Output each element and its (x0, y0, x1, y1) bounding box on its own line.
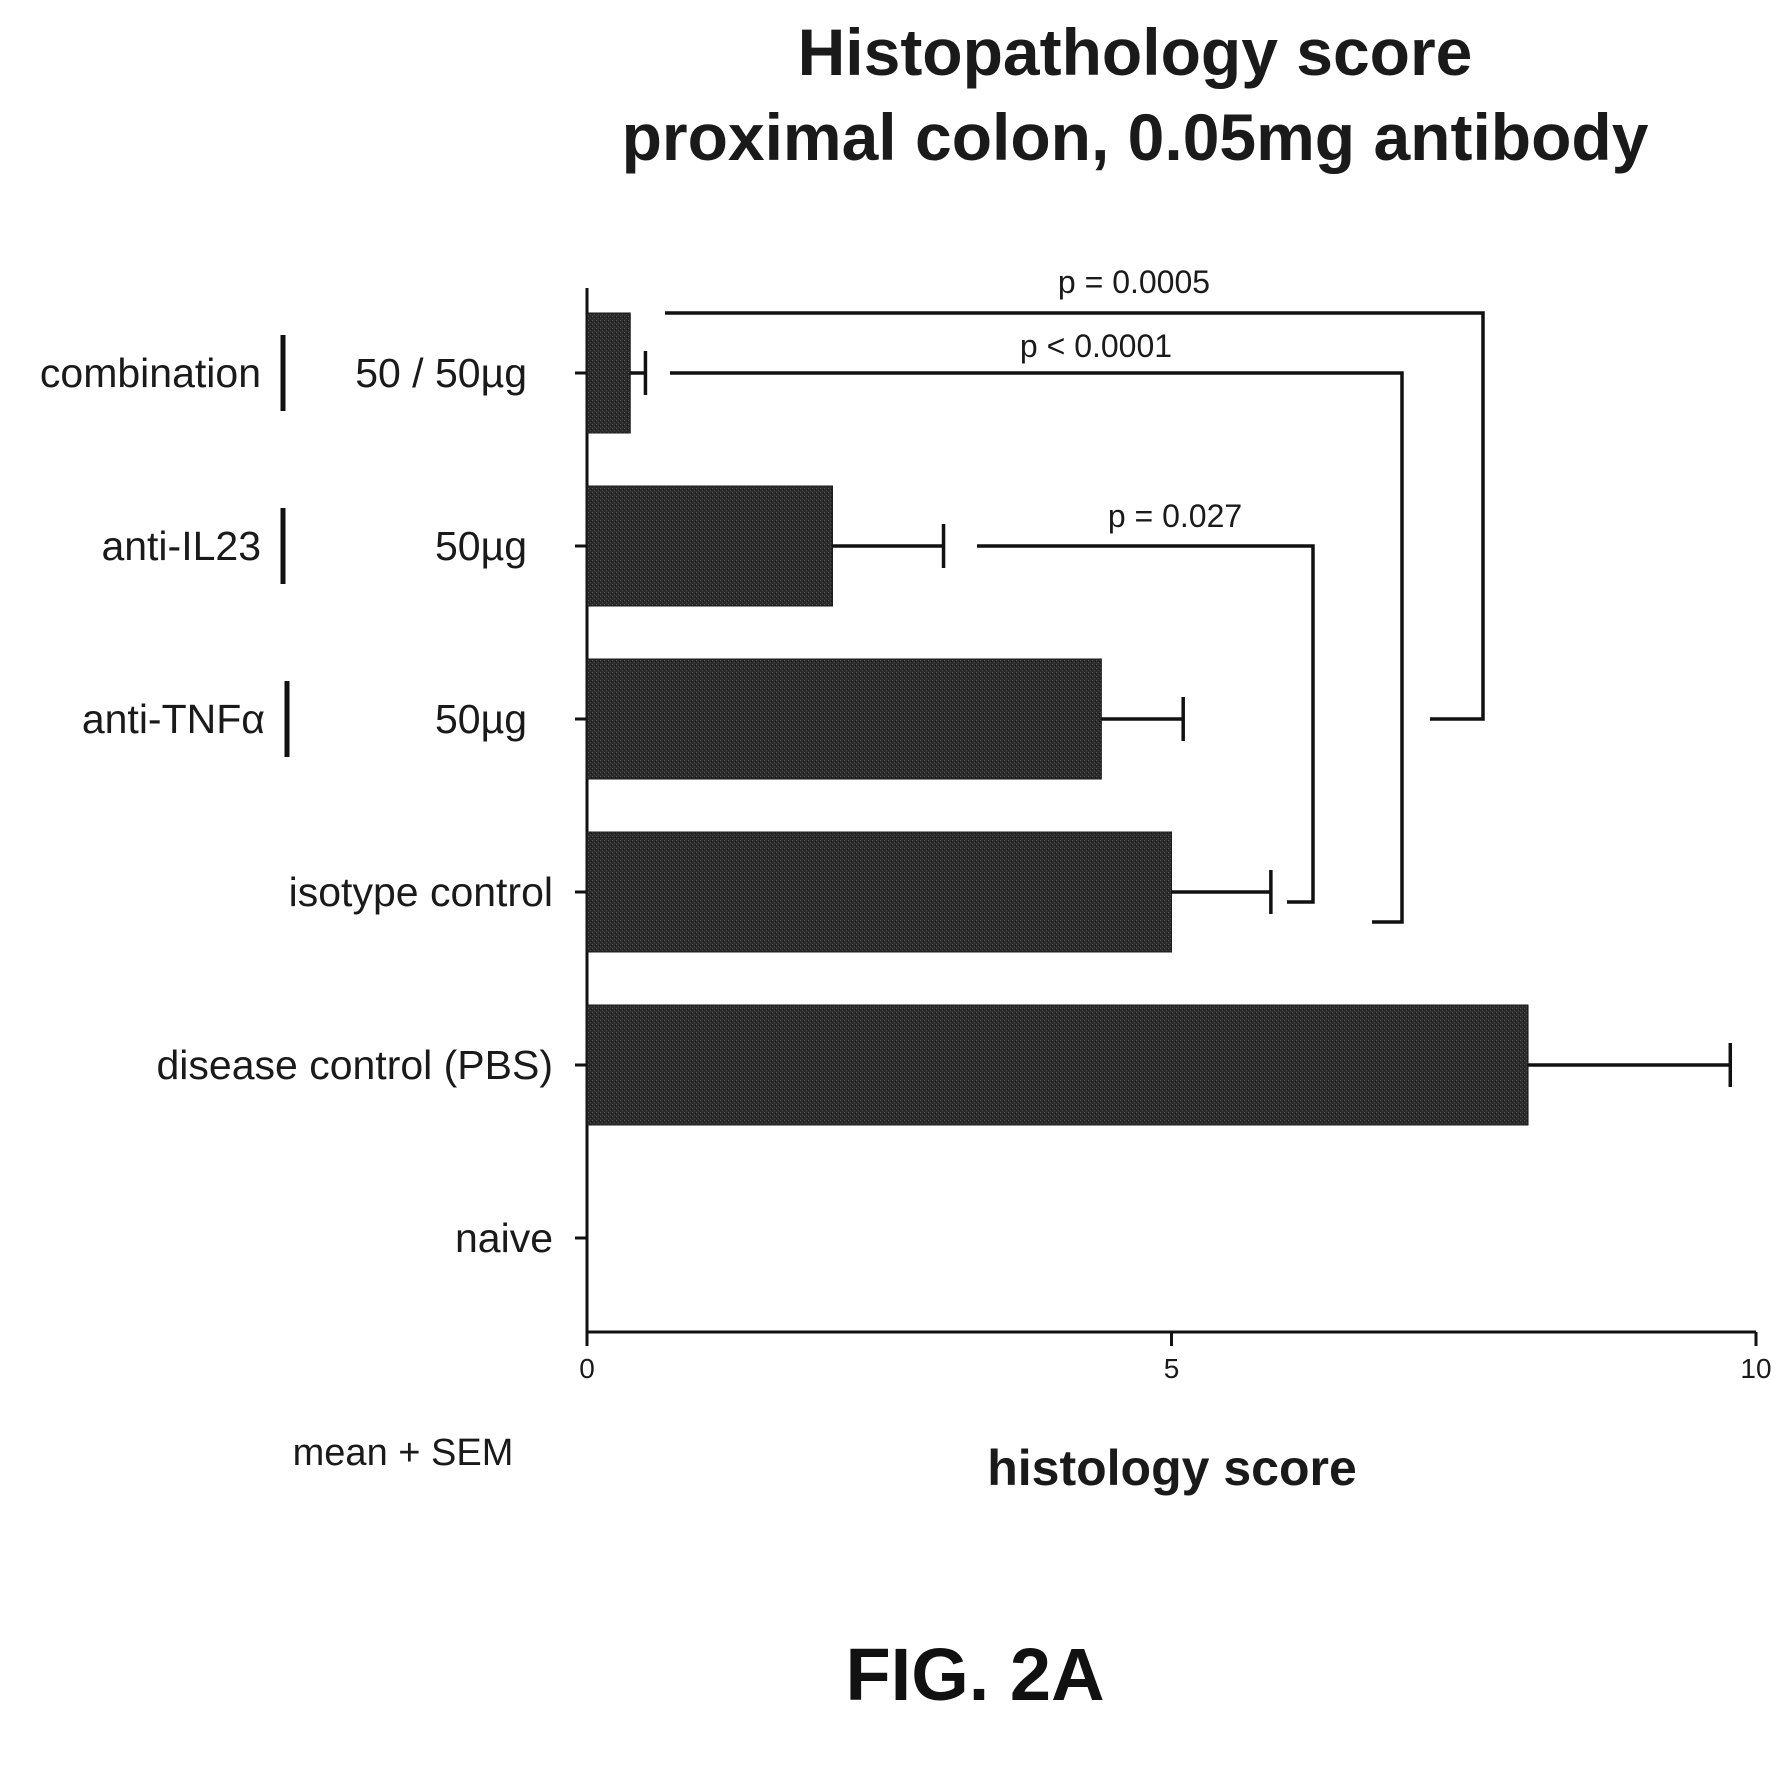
dose-label: 50 / 50µg (355, 350, 527, 396)
category-label: isotype control (289, 869, 553, 915)
category-label: disease control (PBS) (156, 1042, 553, 1088)
mean-sem-note: mean + SEM (293, 1432, 514, 1474)
figure-label: FIG. 2A (845, 1633, 1104, 1716)
p-value-label: p = 0.027 (1108, 498, 1242, 534)
bar-1 (586, 485, 833, 607)
bar-3 (586, 831, 1172, 953)
dose-label: 50µg (435, 523, 527, 569)
dose-label: 50µg (435, 696, 527, 742)
category-label: anti-TNFα (82, 696, 265, 742)
chart-title-line-2: proximal colon, 0.05mg antibody (622, 100, 1649, 174)
bar-0 (586, 312, 631, 434)
significance-bracket (977, 544, 1315, 904)
chart-title-line-1: Histopathology score (798, 15, 1473, 89)
x-tick-label: 5 (1164, 1353, 1180, 1384)
x-tick-label: 10 (1740, 1353, 1771, 1384)
significance-bracket (670, 371, 1404, 924)
category-label: anti-IL23 (101, 523, 261, 569)
x-axis-label: histology score (987, 1440, 1357, 1496)
p-value-label: p = 0.0005 (1058, 264, 1210, 300)
category-label: combination (40, 350, 261, 396)
x-tick-label: 0 (579, 1353, 595, 1384)
p-value-label: p < 0.0001 (1020, 328, 1172, 364)
category-label: naive (455, 1215, 553, 1261)
bar-2 (586, 658, 1102, 780)
plot-area: 0 5 10 combination 50 / 50µg anti-IL23 50µg ant… (40, 264, 1772, 1384)
significance-bracket (665, 311, 1485, 721)
bar-4 (586, 1004, 1529, 1126)
